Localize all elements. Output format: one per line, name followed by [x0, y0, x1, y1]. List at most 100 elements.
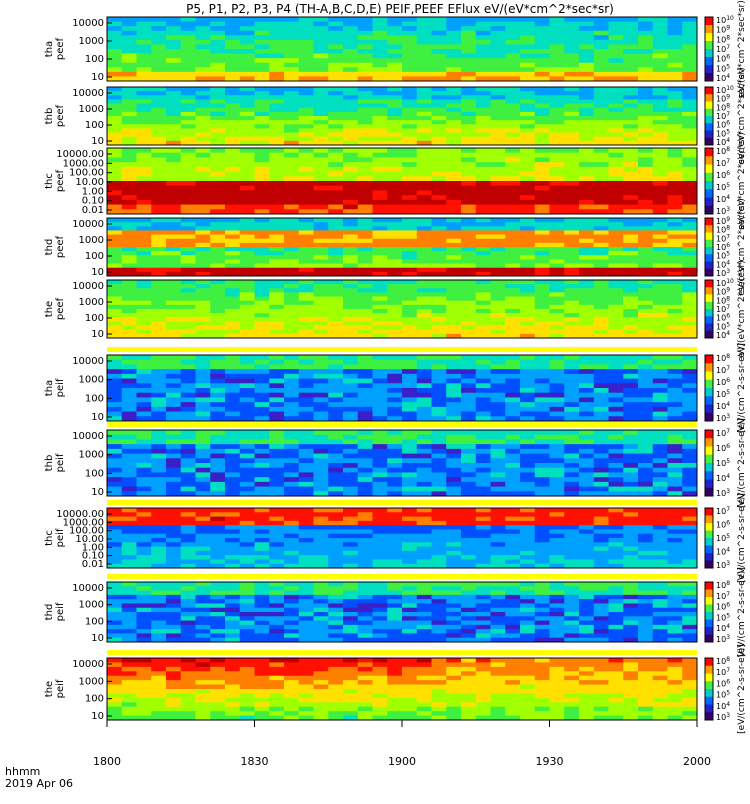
heatmap-cell: [358, 321, 373, 326]
heatmap-cell: [151, 67, 166, 72]
heatmap-cell: [579, 186, 594, 191]
heatmap-cell: [240, 280, 255, 285]
heatmap-cell: [609, 87, 624, 92]
heatmap-cell: [432, 44, 447, 49]
heatmap-cell: [299, 487, 314, 492]
heatmap-cell: [550, 402, 565, 407]
heatmap-cell: [210, 128, 225, 133]
heatmap-cell: [446, 355, 461, 360]
heatmap-cell: [328, 559, 343, 564]
heatmap-cell: [461, 525, 476, 530]
heatmap-cell: [623, 255, 638, 260]
heatmap-cell: [269, 243, 284, 248]
heatmap-cell: [594, 374, 609, 379]
heatmap-cell: [314, 599, 329, 604]
heatmap-cell: [476, 195, 491, 200]
heatmap-cell: [343, 521, 358, 526]
heatmap-cell: [623, 468, 638, 473]
heatmap-cell: [432, 259, 447, 264]
heatmap-cell: [151, 463, 166, 468]
heatmap-cell: [476, 374, 491, 379]
heatmap-cell: [623, 176, 638, 181]
heatmap-cell: [638, 487, 653, 492]
heatmap-cell: [623, 521, 638, 526]
heatmap-cell: [417, 124, 432, 129]
heatmap-cell: [550, 268, 565, 273]
heatmap-cell: [550, 255, 565, 260]
heatmap-cell: [166, 200, 181, 205]
heatmap-cell: [668, 58, 683, 63]
heatmap-cell: [446, 521, 461, 526]
heatmap-cell: [358, 95, 373, 100]
colorbar-segment: [705, 87, 713, 95]
heatmap-cell: [446, 226, 461, 231]
heatmap-cell: [328, 190, 343, 195]
heatmap-cell: [269, 525, 284, 530]
heatmap-cell: [623, 67, 638, 72]
heatmap-cell: [505, 200, 520, 205]
heatmap-cell: [269, 468, 284, 473]
heatmap-cell: [446, 551, 461, 556]
heatmap-cell: [299, 251, 314, 256]
heatmap-cell: [255, 259, 270, 264]
heatmap-cell: [343, 230, 358, 235]
heatmap-cell: [476, 120, 491, 125]
heatmap-cell: [225, 463, 240, 468]
heatmap-cell: [373, 412, 388, 417]
heatmap-cell: [240, 292, 255, 297]
heatmap-cell: [166, 364, 181, 369]
heatmap-cell: [225, 369, 240, 374]
heatmap-cell: [550, 31, 565, 36]
heatmap-cell: [314, 374, 329, 379]
heatmap-cell: [166, 444, 181, 449]
colorbar-segment: [705, 73, 713, 82]
heatmap-cell: [269, 458, 284, 463]
heatmap-cell: [653, 54, 668, 59]
heatmap-cell: [137, 186, 152, 191]
heatmap-cell: [299, 374, 314, 379]
heatmap-cell: [122, 153, 137, 158]
heatmap-cell: [240, 454, 255, 459]
heatmap-cell: [299, 309, 314, 314]
heatmap-cell: [564, 284, 579, 289]
heatmap-cell: [609, 547, 624, 552]
heatmap-cell: [682, 26, 697, 31]
heatmap-cell: [682, 313, 697, 318]
heatmap-cell: [122, 379, 137, 384]
heatmap-cell: [505, 243, 520, 248]
heatmap-cell: [314, 633, 329, 638]
heatmap-cell: [564, 205, 579, 210]
heatmap-cell: [682, 521, 697, 526]
heatmap-cell: [505, 512, 520, 517]
heatmap-cell: [151, 226, 166, 231]
heatmap-cell: [284, 17, 299, 22]
heatmap-cell: [314, 268, 329, 273]
heatmap-cell: [299, 472, 314, 477]
heatmap-cell: [225, 538, 240, 543]
heatmap-cell: [210, 176, 225, 181]
heatmap-cell: [491, 124, 506, 129]
heatmap-cell: [446, 181, 461, 186]
y-tick-label: 10: [91, 329, 104, 340]
heatmap-cell: [343, 26, 358, 31]
heatmap-cell: [269, 26, 284, 31]
heatmap-cell: [137, 72, 152, 77]
heatmap-cell: [461, 255, 476, 260]
heatmap-cell: [166, 186, 181, 191]
heatmap-cell: [564, 247, 579, 252]
heatmap-cell: [491, 309, 506, 314]
heatmap-cell: [682, 534, 697, 539]
heatmap-cell: [314, 288, 329, 293]
heatmap-cell: [535, 317, 550, 322]
heatmap-cell: [535, 153, 550, 158]
heatmap-cell: [550, 538, 565, 543]
heatmap-cell: [432, 243, 447, 248]
heatmap-cell: [343, 218, 358, 223]
heatmap-cell: [166, 31, 181, 36]
heatmap-cell: [387, 309, 402, 314]
heatmap-cell: [358, 534, 373, 539]
heatmap-cell: [358, 402, 373, 407]
heatmap-cell: [653, 547, 668, 552]
heatmap-cell: [653, 26, 668, 31]
heatmap-cell: [535, 112, 550, 117]
